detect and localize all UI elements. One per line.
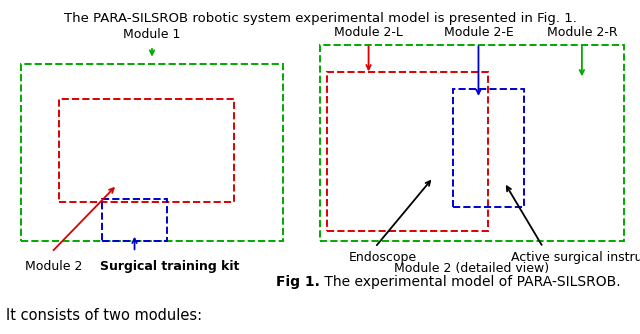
Text: It consists of two modules:: It consists of two modules: [6,308,202,323]
Text: Module 2-E: Module 2-E [444,26,513,39]
Text: Fig 1.: Fig 1. [276,275,320,289]
Text: Module 2-R: Module 2-R [547,26,617,39]
Text: The experimental model of PARA-SILSROB.: The experimental model of PARA-SILSROB. [320,275,621,289]
Bar [326,72,488,231]
Text: Module 2-L: Module 2-L [334,26,403,39]
Text: Module 1: Module 1 [124,28,180,41]
Text: Module 2: Module 2 [26,260,83,273]
Bar [59,99,234,202]
Text: The PARA-SILSROB robotic system experimental model is presented in Fig. 1.: The PARA-SILSROB robotic system experime… [63,12,577,25]
Text: Module 2 (detailed view): Module 2 (detailed view) [394,262,550,275]
Bar [452,89,524,207]
Bar [320,45,624,241]
Text: Active surgical instruments: Active surgical instruments [511,251,640,264]
Text: Endoscope: Endoscope [349,251,417,264]
Text: Surgical training kit: Surgical training kit [100,260,239,273]
Bar [21,64,283,241]
Bar [102,199,166,241]
